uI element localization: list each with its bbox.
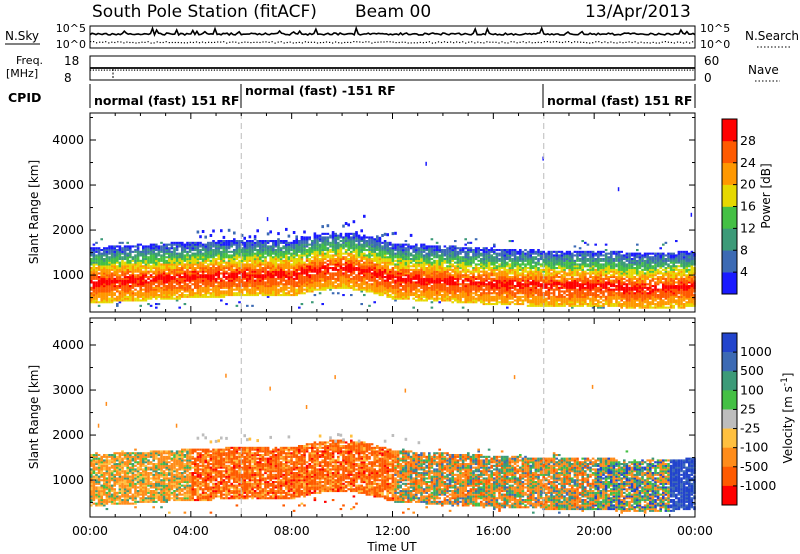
cpid-segment-2: normal (fast) -151 RF bbox=[245, 83, 396, 98]
power-colorbar-swatch bbox=[722, 206, 737, 229]
velocity-colorbar-tick: -25 bbox=[740, 421, 760, 436]
power-colorbar-swatch bbox=[722, 184, 737, 207]
velocity-colorbar-label-tail: ] bbox=[781, 373, 795, 378]
power-colorbar: 4 8 12 16 20 24 28 bbox=[721, 118, 756, 295]
velocity-colorbar-label: Velocity [m s-1] bbox=[780, 373, 795, 464]
velocity-colorbar-tick: -100 bbox=[740, 440, 768, 455]
range-tick-label: 4000 bbox=[52, 132, 84, 147]
noise-sky-label: N.Sky bbox=[5, 29, 39, 43]
noise-panel: N.Sky 10^5 10^0 10^5 10^0 N.Search bbox=[5, 22, 799, 51]
power-colorbar-swatch bbox=[722, 250, 737, 273]
time-tick-label: 00:00 bbox=[677, 523, 713, 538]
power-colorbar-swatch bbox=[722, 119, 737, 142]
date-title: 13/Apr/2013 bbox=[585, 2, 691, 22]
velocity-colorbar-swatch bbox=[722, 371, 737, 391]
power-colorbar-tick: 8 bbox=[740, 242, 748, 257]
power-time-gridlines bbox=[240, 113, 545, 312]
velocity-colorbar-swatch bbox=[722, 485, 737, 506]
beam-title: Beam 00 bbox=[355, 2, 431, 22]
noise-left-tick-top: 10^5 bbox=[56, 22, 86, 35]
power-panel: 1000 2000 3000 4000 Slant Range [km] 4 8 12 16… bbox=[27, 112, 773, 313]
velocity-colorbar-tick: -500 bbox=[740, 459, 768, 474]
velocity-y-ticks: 1000 2000 3000 4000 bbox=[52, 322, 695, 504]
power-heatmap bbox=[90, 156, 696, 309]
range-tick-label: 1000 bbox=[52, 267, 84, 282]
freq-right-tick-bottom: 0 bbox=[704, 71, 712, 85]
time-axis: 00:00 04:00 08:00 12:00 16:00 20:00 00:00 bbox=[72, 113, 713, 538]
freq-left-tick-bottom: 8 bbox=[64, 71, 72, 85]
nave-trace bbox=[90, 69, 694, 80]
freq-right-tick-top: 60 bbox=[704, 54, 719, 68]
velocity-colorbar-tick: 100 bbox=[740, 382, 764, 397]
power-colorbar-swatch bbox=[722, 228, 737, 251]
freq-panel: Freq. [MHz] 18 8 60 0 Nave bbox=[6, 54, 780, 85]
velocity-colorbar-swatch bbox=[722, 466, 737, 487]
range-tick-label: 2000 bbox=[52, 222, 84, 237]
time-tick-label: 04:00 bbox=[173, 523, 209, 538]
power-colorbar-label: Power [dB] bbox=[759, 163, 773, 228]
freq-left-tick-top: 18 bbox=[64, 54, 79, 68]
freq-label-line1: Freq. bbox=[16, 54, 43, 67]
range-tick-label: 4000 bbox=[52, 337, 84, 352]
power-colorbar-tick: 4 bbox=[740, 264, 748, 279]
velocity-colorbar-tick: 500 bbox=[740, 363, 764, 378]
noise-right-tick-bottom: 10^0 bbox=[700, 38, 730, 51]
power-colorbar-tick: 16 bbox=[740, 199, 756, 214]
power-y-ticks: 1000 2000 3000 4000 bbox=[52, 117, 695, 299]
power-colorbar-tick: 20 bbox=[740, 177, 756, 192]
noise-sky-trace bbox=[89, 25, 696, 38]
velocity-colorbar-tick: -1000 bbox=[740, 478, 776, 493]
cpid-label: CPID bbox=[8, 90, 41, 105]
velocity-colorbar-label-main: Velocity [m s bbox=[781, 386, 795, 463]
time-tick-label: 12:00 bbox=[374, 523, 410, 538]
velocity-colorbar-swatch bbox=[722, 447, 737, 468]
noise-left-tick-bottom: 10^0 bbox=[56, 38, 86, 51]
velocity-colorbar-label-exponent: -1 bbox=[780, 377, 790, 386]
nave-label: Nave bbox=[748, 63, 779, 77]
noise-right-tick-top: 10^5 bbox=[700, 22, 730, 35]
power-colorbar-tick: 24 bbox=[740, 155, 756, 170]
velocity-ylabel: Slant Range [km] bbox=[27, 365, 41, 469]
time-axis-label: Time UT bbox=[366, 540, 417, 554]
cpid-segment-3: normal (fast) 151 RF bbox=[547, 93, 692, 108]
cpid-panel: CPID normal (fast) 151 RF normal (fast) … bbox=[8, 83, 696, 108]
station-title: South Pole Station (fitACF) bbox=[92, 2, 317, 22]
power-colorbar-swatch bbox=[722, 162, 737, 185]
range-tick-label: 2000 bbox=[52, 427, 84, 442]
velocity-panel: 1000 2000 3000 4000 Slant Range [km] 1000 50… bbox=[27, 317, 795, 518]
range-tick-label: 3000 bbox=[52, 177, 84, 192]
freq-label-line2: [MHz] bbox=[6, 67, 38, 80]
power-ylabel: Slant Range [km] bbox=[27, 160, 41, 264]
power-colorbar-swatch bbox=[722, 140, 737, 164]
velocity-colorbar-swatch bbox=[722, 390, 737, 410]
velocity-colorbar-swatch bbox=[722, 352, 737, 372]
velocity-colorbar-tick: 1000 bbox=[740, 344, 772, 359]
range-tick-label: 3000 bbox=[52, 382, 84, 397]
time-tick-label: 20:00 bbox=[576, 523, 612, 538]
time-tick-label: 08:00 bbox=[274, 523, 310, 538]
power-colorbar-tick: 28 bbox=[740, 133, 756, 148]
velocity-colorbar-swatch bbox=[722, 409, 737, 429]
velocity-colorbar-tick: 25 bbox=[740, 401, 756, 416]
cpid-segment-1: normal (fast) 151 RF bbox=[94, 93, 239, 108]
velocity-colorbar: 1000 500 100 25 -25 -100 -500 -1000 bbox=[721, 332, 776, 506]
noise-search-label: N.Search bbox=[745, 29, 799, 43]
power-colorbar-swatch bbox=[722, 272, 737, 295]
velocity-colorbar-swatch bbox=[722, 428, 737, 448]
range-tick-label: 1000 bbox=[52, 472, 84, 487]
velocity-heatmap bbox=[90, 373, 696, 514]
time-tick-label: 16:00 bbox=[475, 523, 511, 538]
velocity-colorbar-swatch bbox=[722, 333, 737, 353]
velocity-time-gridlines bbox=[240, 318, 545, 517]
power-colorbar-tick: 12 bbox=[740, 220, 756, 235]
time-tick-label: 00:00 bbox=[72, 523, 108, 538]
noise-search-trace bbox=[90, 41, 694, 44]
